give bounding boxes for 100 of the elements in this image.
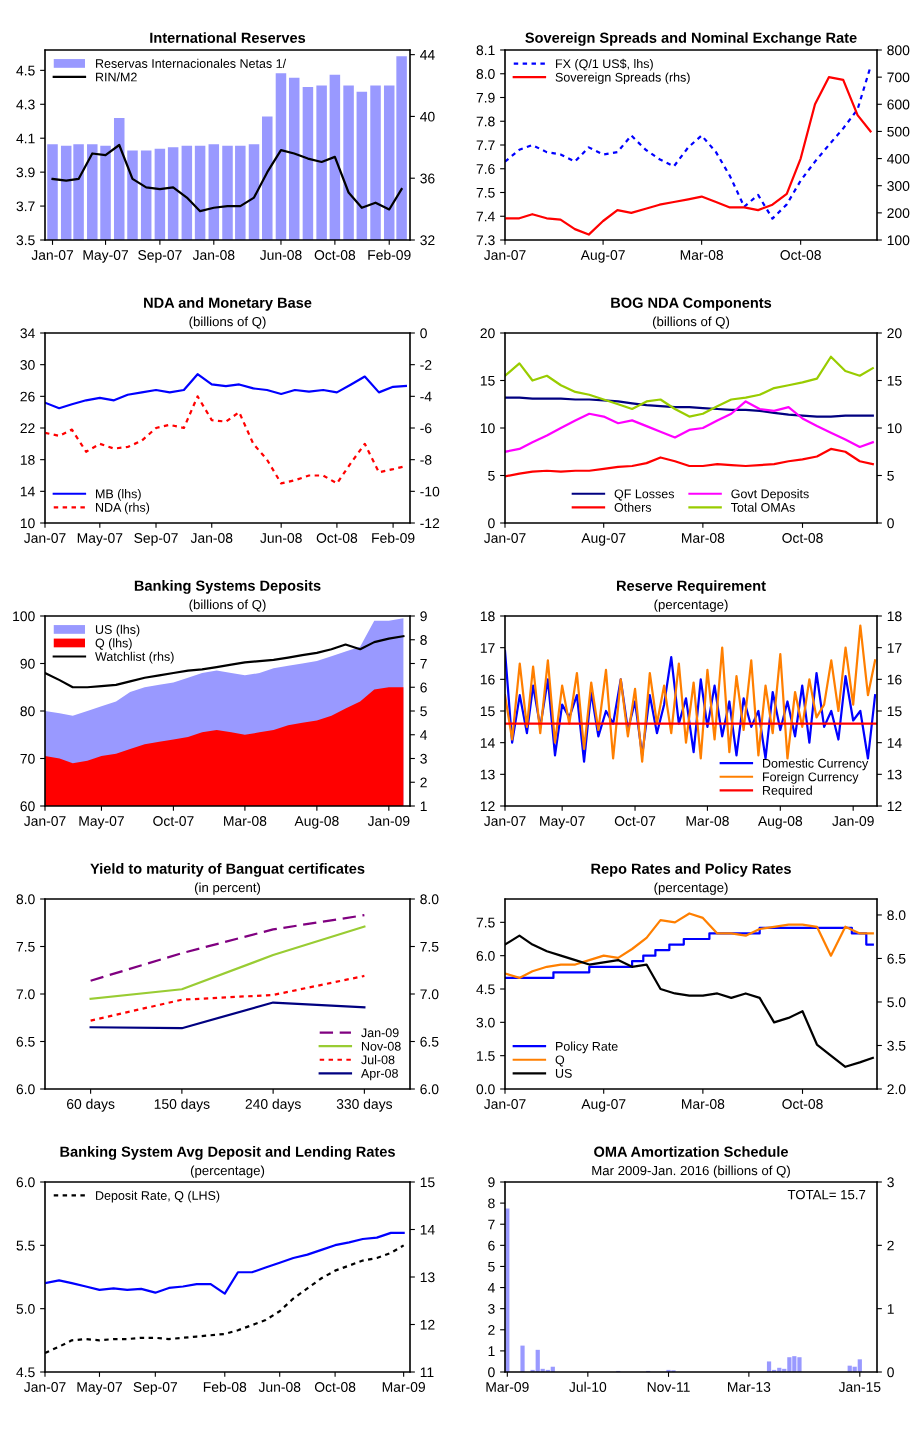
y2-tick-label: -2 bbox=[420, 360, 432, 370]
x-tick-label: Jan-08 bbox=[192, 250, 235, 260]
x-tick-label: Mar-08 bbox=[224, 816, 267, 826]
x-tick-label: Jan-07 bbox=[483, 816, 526, 826]
x-tick-label: Aug-07 bbox=[580, 250, 625, 263]
x-tick-label: Jun-08 bbox=[260, 533, 302, 543]
y-tick-label: 8.1 bbox=[476, 45, 495, 56]
x-tick-label: Aug-07 bbox=[581, 533, 626, 546]
y2-tick-label: -6 bbox=[420, 423, 432, 434]
y2-tick-label: 0 bbox=[887, 518, 894, 529]
y-tick-label: 5.5 bbox=[16, 1240, 35, 1251]
x-tick-label: Jan-07 bbox=[23, 1382, 66, 1392]
chart-subtitle: Mar 2009-Jan. 2016 (billions of Q) bbox=[592, 1165, 790, 1178]
y2-tick-label: 2 bbox=[887, 1240, 894, 1251]
y2-tick-label: 3 bbox=[420, 753, 427, 764]
legend-label: US (lhs) bbox=[95, 624, 140, 637]
legend-label: US bbox=[555, 1068, 572, 1078]
y-tick-label: 3.7 bbox=[16, 201, 35, 212]
x-tick-label: Jan-07 bbox=[483, 1099, 526, 1109]
y-tick-label: 5 bbox=[488, 470, 495, 481]
y2-tick-label: 36 bbox=[420, 173, 435, 184]
chart-title: Banking Systems Deposits bbox=[134, 580, 321, 594]
y2-tick-label: 10 bbox=[887, 423, 902, 434]
y-tick-label: 2 bbox=[488, 1325, 495, 1335]
y2-tick-label: 800 bbox=[887, 45, 910, 56]
y-tick-label: 7.5 bbox=[476, 917, 495, 928]
chart-subtitle: (billions of Q) bbox=[189, 316, 266, 329]
y2-tick-label: -4 bbox=[420, 391, 432, 402]
x-tick-label: Jul-10 bbox=[569, 1381, 607, 1392]
y-tick-label: 7.8 bbox=[476, 116, 495, 127]
y2-tick-label: 6.5 bbox=[420, 1036, 439, 1047]
x-tick-label: Jan-09 bbox=[832, 816, 874, 826]
x-tick-label: May-07 bbox=[540, 816, 585, 829]
y-tick-label: 8.0 bbox=[476, 69, 495, 79]
y-tick-label: 12 bbox=[480, 801, 495, 812]
y-tick-label: 3.5 bbox=[16, 235, 35, 246]
y2-tick-label: 7.5 bbox=[420, 941, 439, 952]
y-tick-label: 4.5 bbox=[476, 984, 495, 995]
legend-label: Others bbox=[614, 502, 652, 512]
y2-tick-label: 16 bbox=[887, 674, 902, 685]
chart-subtitle: (in percent) bbox=[194, 882, 261, 895]
y2-tick-label: 300 bbox=[887, 181, 910, 191]
y2-tick-label: 12 bbox=[887, 801, 902, 812]
x-tick-label: Oct-08 bbox=[314, 1382, 356, 1392]
x-tick-label: Oct-08 bbox=[782, 1099, 823, 1109]
x-tick-label: Oct-08 bbox=[314, 250, 356, 260]
x-tick-label: Jan-15 bbox=[838, 1382, 881, 1392]
y-tick-label: 9 bbox=[488, 1177, 495, 1188]
y-tick-label: 6.0 bbox=[16, 1177, 35, 1188]
y2-tick-label: 12 bbox=[420, 1319, 435, 1330]
y-tick-label: 7.5 bbox=[16, 941, 35, 952]
y2-tick-label: 6.0 bbox=[420, 1084, 439, 1095]
chart-title: BOG NDA Components bbox=[611, 297, 772, 311]
x-tick-label: Jan-07 bbox=[483, 250, 526, 260]
legend-label: Required bbox=[763, 785, 812, 798]
legend-label: Govt Deposits bbox=[731, 489, 809, 501]
y2-tick-label: 100 bbox=[887, 235, 910, 246]
y-tick-label: 26 bbox=[20, 391, 35, 402]
x-tick-label: Mar-08 bbox=[686, 816, 729, 826]
y2-tick-label: 5 bbox=[887, 470, 894, 481]
x-tick-label: Oct-08 bbox=[780, 250, 821, 260]
y-tick-label: 5.0 bbox=[16, 1304, 35, 1314]
y-tick-label: 4.5 bbox=[16, 1367, 35, 1378]
y2-tick-label: 15 bbox=[887, 706, 902, 717]
x-tick-label: Aug-08 bbox=[757, 816, 803, 829]
y-tick-label: 60 bbox=[20, 801, 35, 812]
x-tick-label: Aug-07 bbox=[581, 1099, 626, 1112]
y2-tick-label: 13 bbox=[887, 769, 902, 780]
y2-tick-label: -10 bbox=[420, 486, 440, 497]
y-tick-label: 3.0 bbox=[476, 1017, 495, 1028]
legend-label: Apr-08 bbox=[360, 1068, 398, 1081]
y-tick-label: 7.7 bbox=[476, 140, 495, 151]
x-tick-label: Jan-07 bbox=[23, 533, 66, 543]
x-tick-label: 150 days bbox=[154, 1098, 210, 1112]
x-tick-label: Mar-08 bbox=[682, 533, 725, 543]
y2-tick-label: 700 bbox=[887, 72, 910, 83]
y2-tick-label: 44 bbox=[420, 50, 435, 60]
y-tick-label: 7.9 bbox=[476, 92, 495, 103]
y-tick-label: 100 bbox=[13, 611, 35, 622]
y2-tick-label: 20 bbox=[887, 328, 902, 339]
x-tick-label: Sep-07 bbox=[133, 1382, 178, 1395]
y-tick-label: 22 bbox=[20, 423, 35, 434]
y-tick-label: 7.0 bbox=[16, 989, 35, 1000]
x-tick-label: Aug-08 bbox=[294, 816, 339, 829]
legend-label: Nov-08 bbox=[361, 1041, 401, 1051]
y2-tick-label: 3.5 bbox=[887, 1040, 906, 1051]
y2-tick-label: 600 bbox=[887, 99, 910, 110]
y-tick-label: 6.0 bbox=[476, 951, 495, 961]
y2-tick-label: 8.0 bbox=[887, 910, 906, 921]
y-tick-label: 14 bbox=[480, 738, 495, 748]
y-tick-label: 8.0 bbox=[16, 894, 35, 905]
y-tick-label: 4.5 bbox=[16, 65, 35, 76]
y-tick-label: 6.5 bbox=[16, 1036, 35, 1047]
y-tick-label: 3 bbox=[488, 1304, 495, 1314]
chart-title: NDA and Monetary Base bbox=[144, 297, 312, 311]
x-tick-label: Oct-08 bbox=[782, 533, 823, 543]
y-tick-label: 3.9 bbox=[16, 167, 35, 178]
legend-label: Watchlist (rhs) bbox=[95, 651, 174, 664]
x-tick-label: May-07 bbox=[77, 1382, 122, 1395]
legend-label: Q (lhs) bbox=[95, 638, 132, 650]
